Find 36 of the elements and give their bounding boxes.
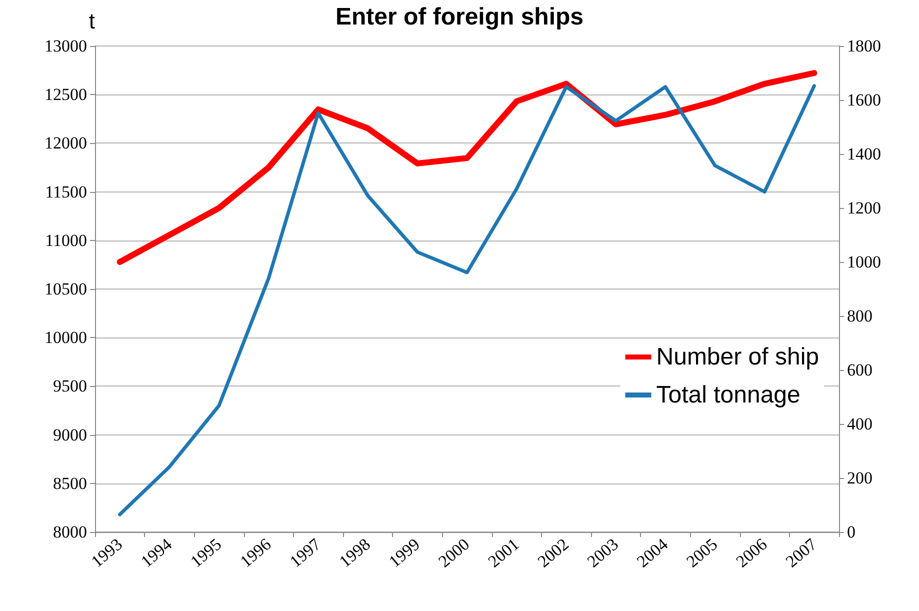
line-series bbox=[118, 84, 816, 516]
x-tick-label: 2002 bbox=[534, 534, 572, 572]
x-tick-label: 1994 bbox=[137, 534, 176, 572]
y2-tick-label: 1600 bbox=[847, 90, 881, 110]
y2-tick-label: 1800 bbox=[847, 36, 881, 56]
y-tick-label: 12500 bbox=[44, 85, 87, 104]
y2-tick-label: 200 bbox=[847, 468, 872, 488]
x-tick-label: 1998 bbox=[336, 534, 374, 572]
y-tick-label: 9500 bbox=[53, 376, 87, 396]
x-tick-label: 2000 bbox=[434, 534, 474, 572]
x-tick-label: 2001 bbox=[484, 534, 523, 572]
x-tick-label: 1999 bbox=[385, 534, 424, 572]
y2-tick-label: 0 bbox=[847, 522, 856, 542]
y2-tick-label: 1200 bbox=[847, 198, 881, 218]
y2-tick-label: 600 bbox=[847, 360, 872, 380]
x-tick-label: 1995 bbox=[186, 534, 226, 572]
x-tick-label: 2003 bbox=[584, 534, 622, 572]
y-tick-label: 8000 bbox=[53, 522, 87, 542]
y-tick-label: 9000 bbox=[53, 425, 87, 444]
chart-title: Enter of foreign ships bbox=[335, 4, 584, 30]
x-tick-label: 1993 bbox=[88, 534, 126, 572]
y-tick-label: 10500 bbox=[44, 280, 87, 298]
y-tick-label: 13000 bbox=[44, 36, 87, 56]
y2-tick-label: 800 bbox=[847, 306, 872, 326]
y2-tick-label: 400 bbox=[847, 414, 872, 434]
legend-label: Number of ship bbox=[656, 344, 820, 370]
y-tick-label: 11000 bbox=[45, 230, 87, 250]
legend-label: Total tonnage bbox=[656, 382, 800, 408]
y-tick-label: 8500 bbox=[53, 474, 87, 493]
y2-tick-label: 1000 bbox=[847, 252, 881, 272]
y-tick-label: 12000 bbox=[44, 134, 87, 153]
x-tick-label: 1996 bbox=[236, 534, 275, 572]
y-tick-label: 10000 bbox=[44, 328, 87, 348]
y-axis-title: t bbox=[88, 8, 95, 34]
y2-tick-label: 1400 bbox=[847, 144, 881, 164]
y-tick-label: 11500 bbox=[45, 182, 87, 202]
